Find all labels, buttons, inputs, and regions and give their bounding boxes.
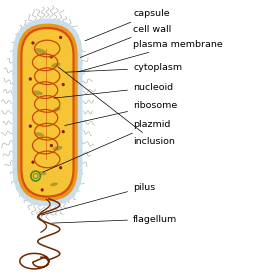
Text: inclusion: inclusion [58,67,175,146]
Text: capsule: capsule [85,9,170,41]
Circle shape [50,55,53,59]
Circle shape [62,130,65,133]
Text: cytoplasm: cytoplasm [65,64,182,73]
Ellipse shape [38,171,46,175]
Circle shape [62,83,65,86]
Ellipse shape [53,107,61,112]
Circle shape [31,41,35,45]
Text: plasma membrane: plasma membrane [78,40,223,72]
Text: flagellum: flagellum [52,214,177,223]
Text: pilus: pilus [41,183,155,215]
Circle shape [29,77,32,81]
Circle shape [31,160,35,164]
Text: ribosome: ribosome [65,101,177,125]
Ellipse shape [35,48,46,54]
FancyBboxPatch shape [22,29,72,195]
Ellipse shape [50,183,58,186]
Text: cell wall: cell wall [80,25,171,57]
Ellipse shape [52,146,63,151]
Ellipse shape [32,90,43,95]
Circle shape [59,166,62,169]
Circle shape [29,125,32,128]
Circle shape [59,36,62,39]
Ellipse shape [51,63,60,68]
Text: nucleoid: nucleoid [54,83,173,98]
FancyBboxPatch shape [17,24,78,201]
FancyBboxPatch shape [20,27,74,198]
Circle shape [50,144,53,147]
FancyBboxPatch shape [13,18,82,206]
Ellipse shape [35,132,44,137]
Circle shape [41,188,44,192]
Text: plazmid: plazmid [43,120,171,172]
